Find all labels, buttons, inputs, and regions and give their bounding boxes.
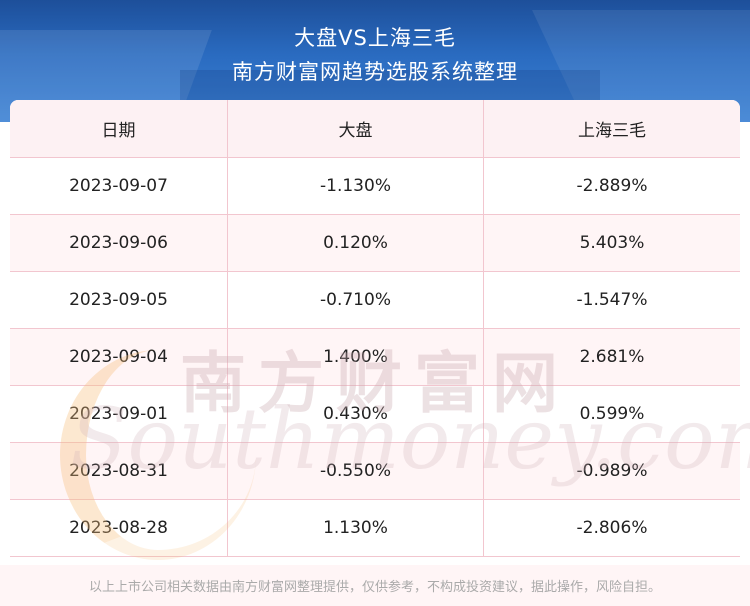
market-change-cell: -1.130%	[228, 158, 484, 214]
page-title: 大盘VS上海三毛	[294, 26, 456, 50]
date-cell: 2023-09-06	[10, 215, 228, 271]
column-header-market: 大盘	[228, 100, 484, 157]
stock-change-cell: -2.889%	[576, 176, 648, 196]
stock-change-cell: 2.681%	[579, 347, 645, 367]
market-change-cell: 1.130%	[228, 500, 484, 556]
column-header-stock: 上海三毛	[578, 121, 646, 141]
data-table: 日期 大盘 上海三毛 2023-09-07 -1.130% -2.889% 20…	[10, 100, 740, 557]
table-header-row: 日期 大盘 上海三毛	[10, 100, 740, 158]
footer-disclaimer-bar: 以上上市公司相关数据由南方财富网整理提供，仅供参考，不构成投资建议，据此操作，风…	[0, 565, 750, 606]
stock-change-cell: -0.989%	[576, 461, 648, 481]
table-row: 2023-08-28 1.130% -2.806%	[10, 500, 740, 557]
disclaimer-text: 以上上市公司相关数据由南方财富网整理提供，仅供参考，不构成投资建议，据此操作，风…	[88, 580, 661, 595]
stock-change-cell: -2.806%	[576, 518, 648, 538]
market-change-cell: -0.710%	[228, 272, 484, 328]
market-change-cell: 0.430%	[228, 386, 484, 442]
date-cell: 2023-09-04	[10, 329, 228, 385]
column-header-date: 日期	[10, 100, 228, 157]
page-subtitle: 南方财富网趋势选股系统整理	[232, 60, 518, 84]
stock-change-cell: 0.599%	[579, 404, 645, 424]
market-change-cell: 0.120%	[228, 215, 484, 271]
table-row: 2023-08-31 -0.550% -0.989%	[10, 443, 740, 500]
date-cell: 2023-09-05	[10, 272, 228, 328]
stock-change-cell: -1.547%	[576, 290, 648, 310]
stock-change-cell: 5.403%	[579, 233, 645, 253]
market-change-cell: 1.400%	[228, 329, 484, 385]
date-cell: 2023-09-01	[10, 386, 228, 442]
table-row: 2023-09-05 -0.710% -1.547%	[10, 272, 740, 329]
date-cell: 2023-08-28	[10, 500, 228, 556]
table-row: 2023-09-06 0.120% 5.403%	[10, 215, 740, 272]
table-panel: 日期 大盘 上海三毛 2023-09-07 -1.130% -2.889% 20…	[10, 100, 740, 565]
market-change-cell: -0.550%	[228, 443, 484, 499]
table-row: 2023-09-01 0.430% 0.599%	[10, 386, 740, 443]
date-cell: 2023-08-31	[10, 443, 228, 499]
table-row: 2023-09-07 -1.130% -2.889%	[10, 158, 740, 215]
table-row: 2023-09-04 1.400% 2.681%	[10, 329, 740, 386]
date-cell: 2023-09-07	[10, 158, 228, 214]
